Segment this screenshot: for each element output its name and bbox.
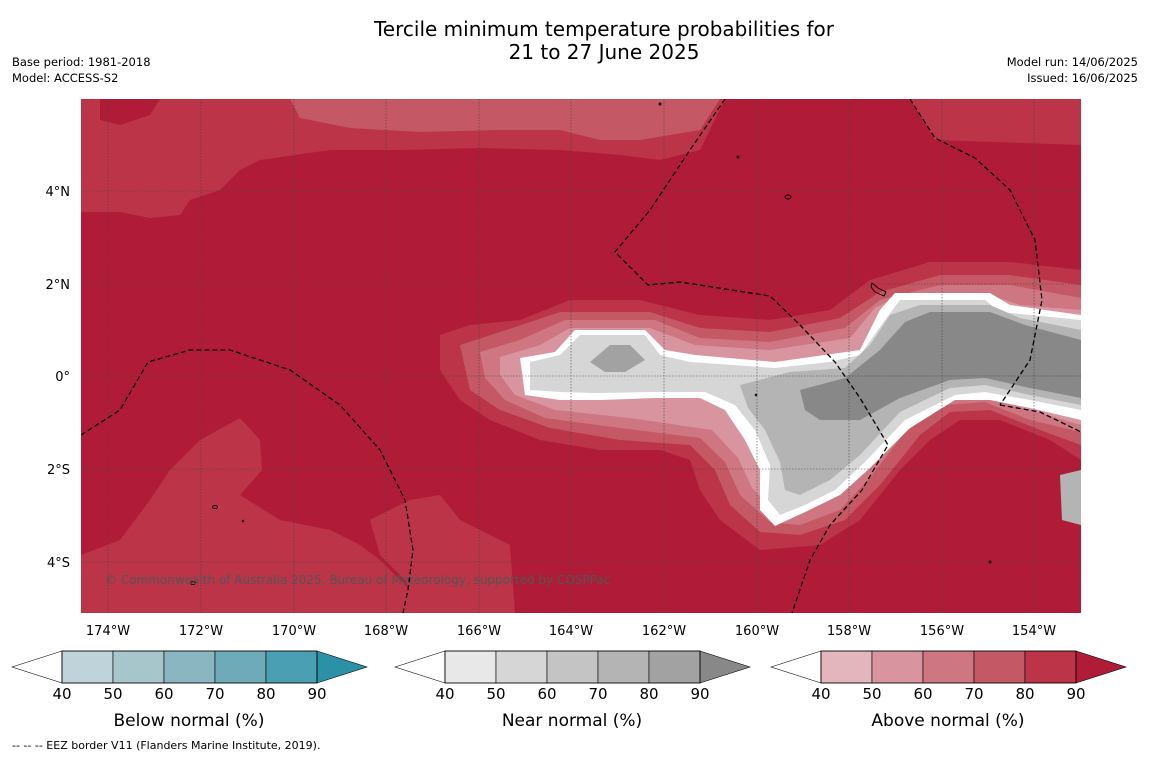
lon-label-166w: 166°W (457, 624, 501, 639)
lon-label-174w: 174°W (86, 624, 130, 639)
above-normal-band-southwest (81, 418, 420, 613)
legend-above-normal-tick: 60 (913, 685, 932, 703)
model-run: Model run: 14/06/2025 (1006, 55, 1138, 69)
lon-label-154w: 154°W (1012, 624, 1056, 639)
legend-below-normal-swatch (265, 650, 318, 684)
legend-near-normal-swatch (495, 650, 548, 684)
longitude-labels: 174°W 172°W 170°W 168°W 166°W 164°W 162°… (86, 624, 1056, 639)
legend-below-normal-tick: 70 (205, 685, 224, 703)
legend-near-normal-tick: 90 (690, 685, 709, 703)
legend-below-normal-swatch (163, 650, 216, 684)
legend-below-normal-tick: 60 (154, 685, 173, 703)
legend-near-normal-low-arrow (394, 650, 446, 684)
legend-above-normal-frame (820, 650, 1077, 684)
legend-above-normal-swatch (973, 650, 1026, 684)
base-period: Base period: 1981-2018 (12, 55, 151, 69)
above-normal-patch-nw (100, 99, 160, 125)
legend-near-normal-swatch (546, 650, 599, 684)
legend-above-normal-swatch (1024, 650, 1077, 684)
legend-above-normal-tick: 40 (811, 685, 830, 703)
above-normal-band-north (81, 99, 1081, 218)
lat-label-4s: 4°S (47, 556, 70, 571)
above-normal-band-north-inner (290, 99, 720, 140)
legend-below-normal-high-arrow (316, 650, 368, 684)
legend-near-normal-tick: 50 (486, 685, 505, 703)
map-area: © Commonwealth of Australia 2025, Bureau… (81, 99, 1081, 613)
legend-below-normal-tick: 80 (256, 685, 275, 703)
near-normal-patch-west (590, 345, 645, 372)
legend-near-normal-high-arrow (699, 650, 751, 684)
eez-borders (81, 99, 1081, 613)
lon-label-156w: 156°W (920, 624, 964, 639)
lon-label-170w: 170°W (272, 624, 316, 639)
near-normal-80-90 (800, 312, 1081, 420)
legend-above-normal: 40 50 60 70 80 90 Above normal (%) (770, 650, 1127, 731)
latitude-labels: 4°N 2°N 0° 2°S 4°S (46, 185, 71, 571)
legend-above-normal-swatch (871, 650, 924, 684)
issued-date: Issued: 16/06/2025 (1027, 71, 1138, 85)
legend-near-normal: 40 50 60 70 80 90 Near normal (%) (394, 650, 751, 731)
copyright-credit: © Commonwealth of Australia 2025, Bureau… (105, 573, 610, 587)
run-info: Model run: 14/06/2025 Issued: 16/06/2025 (1007, 54, 1138, 86)
legend-near-normal-swatch (648, 650, 701, 684)
lon-label-164w: 164°W (549, 624, 593, 639)
lat-label-0: 0° (55, 370, 70, 385)
legend-near-normal-tick: 40 (435, 685, 454, 703)
lon-label-158w: 158°W (827, 624, 871, 639)
legend-above-normal-ticks: 40 50 60 70 80 90 (811, 685, 1085, 703)
legend-above-normal-swatches (820, 650, 1077, 684)
legend-below-normal-swatches (61, 650, 318, 684)
legend-above-normal-swatch (820, 650, 873, 684)
lon-label-160w: 160°W (735, 624, 779, 639)
legend-near-normal-title: Near normal (%) (502, 711, 642, 731)
lon-label-168w: 168°W (364, 624, 408, 639)
legend-below-normal-swatch (112, 650, 165, 684)
lat-label-2n: 2°N (46, 278, 71, 293)
title-line-1: Tercile minimum temperature probabilitie… (373, 17, 835, 41)
legend-near-normal-swatch (597, 650, 650, 684)
lat-label-4n: 4°N (46, 185, 71, 200)
legend-near-normal-tick: 70 (588, 685, 607, 703)
legend-near-normal-tick: 80 (639, 685, 658, 703)
legend-above-normal-tick: 90 (1066, 685, 1085, 703)
legend-above-normal-tick: 80 (1015, 685, 1034, 703)
legend-above-normal-high-arrow (1075, 650, 1127, 684)
legend-below-normal-tick: 40 (52, 685, 71, 703)
islands (190, 102, 992, 585)
near-normal-patch-east (1060, 470, 1081, 525)
map-title: Tercile minimum temperature probabilitie… (0, 18, 1150, 64)
legend-above-normal-tick: 70 (964, 685, 983, 703)
legend-below-normal-tick: 90 (307, 685, 326, 703)
legend-near-normal-tick: 60 (537, 685, 556, 703)
legend-above-normal-tick: 50 (862, 685, 881, 703)
legend-above-normal-swatch (922, 650, 975, 684)
title-line-2: 21 to 27 June 2025 (508, 40, 700, 64)
legend-below-normal-swatch (214, 650, 267, 684)
legend-near-normal-swatch (444, 650, 497, 684)
legend-below-normal-low-arrow (11, 650, 63, 684)
legend-below-normal-ticks: 40 50 60 70 80 90 (52, 685, 326, 703)
eez-footnote: -- -- -- EEZ border V11 (Flanders Marine… (12, 739, 321, 752)
legend-below-normal-frame (61, 650, 318, 684)
legend-near-normal-swatches (444, 650, 701, 684)
lat-label-2s: 2°S (47, 463, 70, 478)
legend-above-normal-low-arrow (770, 650, 822, 684)
base-info: Base period: 1981-2018 Model: ACCESS-S2 (12, 54, 151, 86)
lon-label-172w: 172°W (179, 624, 223, 639)
legend-below-normal-title: Below normal (%) (114, 711, 265, 731)
legend-near-normal-ticks: 40 50 60 70 80 90 (435, 685, 709, 703)
legend-below-normal-tick: 50 (103, 685, 122, 703)
model-name: Model: ACCESS-S2 (12, 71, 119, 85)
legend-below-normal: 40 50 60 70 80 90 Below normal (%) (11, 650, 368, 731)
legend-above-normal-title: Above normal (%) (871, 711, 1024, 731)
legend-near-normal-frame (444, 650, 701, 684)
legend-below-normal-swatch (61, 650, 114, 684)
lon-label-162w: 162°W (642, 624, 686, 639)
